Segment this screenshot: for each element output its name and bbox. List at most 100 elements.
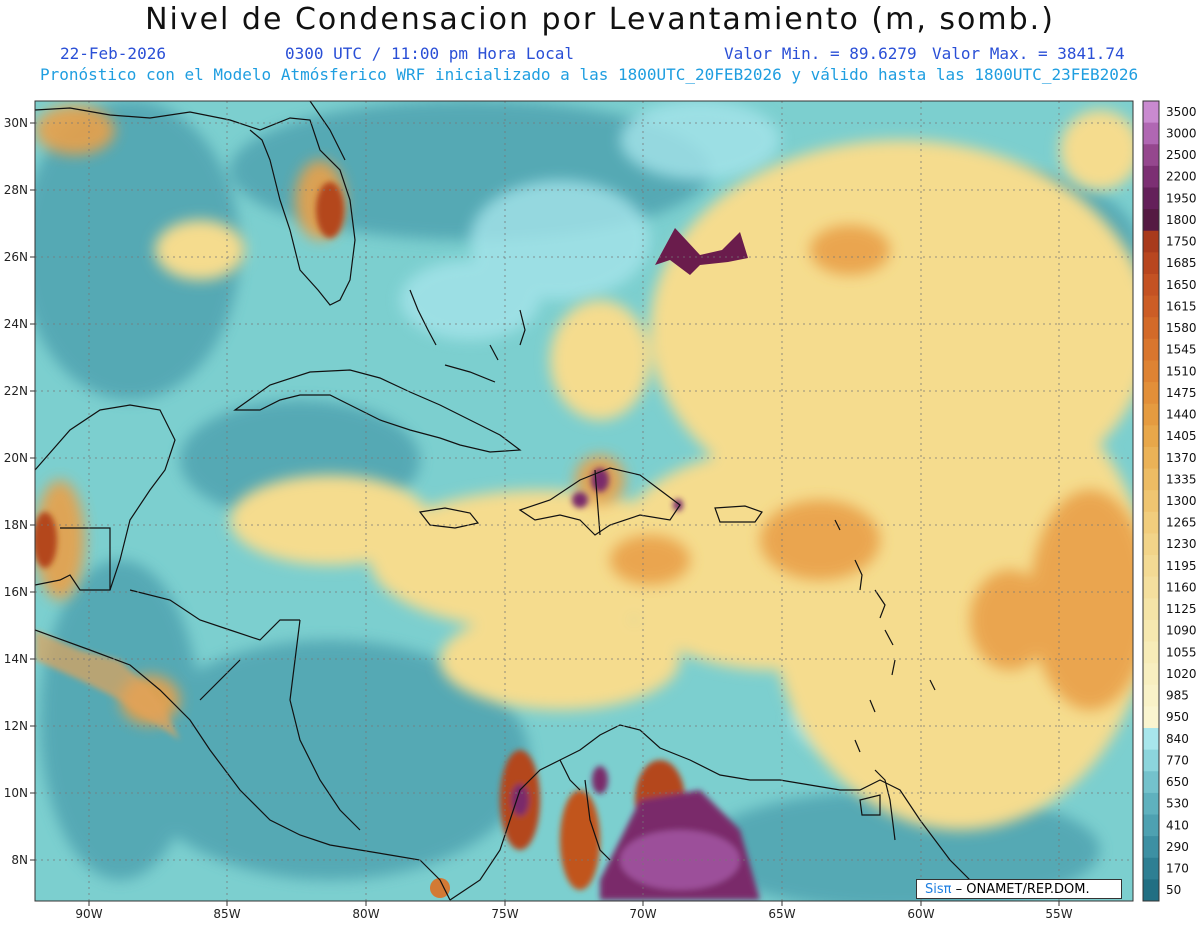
colorbar-label: 1405 xyxy=(1166,429,1197,443)
colorbar-label: 1265 xyxy=(1166,516,1197,530)
colorbar-label: 1160 xyxy=(1166,580,1197,594)
lat-tick-label: 12N xyxy=(4,719,28,733)
lat-tick-label: 16N xyxy=(4,585,28,599)
colorbar-swatch xyxy=(1143,555,1159,578)
colorbar-label: 1300 xyxy=(1166,494,1197,508)
colorbar-label: 1055 xyxy=(1166,645,1197,659)
colorbar-swatch xyxy=(1143,814,1159,837)
colorbar-swatch xyxy=(1143,295,1159,318)
colorbar-label: 2200 xyxy=(1166,170,1197,184)
lat-tick-label: 8N xyxy=(11,853,28,867)
colorbar-label: 650 xyxy=(1166,775,1189,789)
colorbar-swatch xyxy=(1143,165,1159,188)
colorbar-label: 1335 xyxy=(1166,472,1197,486)
colorbar-label: 3500 xyxy=(1166,105,1197,119)
colorbar-swatch xyxy=(1143,749,1159,772)
colorbar-swatch xyxy=(1143,792,1159,816)
lat-tick-label: 18N xyxy=(4,518,28,532)
colorbar-swatch xyxy=(1143,619,1159,643)
colorbar-label: 1020 xyxy=(1166,667,1197,681)
colorbar-label: 290 xyxy=(1166,840,1189,854)
colorbar: 3500 3000 2500 2200 1950 1800 1750 1685 1650 1615… xyxy=(1142,100,1197,902)
colorbar-swatch xyxy=(1143,468,1159,491)
colorbar-swatch xyxy=(1143,490,1159,513)
colorbar-label: 2500 xyxy=(1166,148,1197,162)
colorbar-label: 985 xyxy=(1166,689,1189,703)
colorbar-label: 1230 xyxy=(1166,537,1197,551)
colorbar-label: 950 xyxy=(1166,710,1189,724)
lat-axis: 30N 28N 26N 24N 22N 20N 18N 16N 14N 12N … xyxy=(4,116,35,867)
colorbar-swatch xyxy=(1143,728,1159,751)
lcl-maximum-cell xyxy=(655,228,748,275)
lat-tick-label: 10N xyxy=(4,786,28,800)
colorbar-swatch xyxy=(1143,879,1159,902)
colorbar-swatch xyxy=(1143,598,1159,621)
forecast-description: Pronóstico con el Modelo Atmósferico WRF… xyxy=(40,65,1139,84)
colorbar-label: 1950 xyxy=(1166,191,1197,205)
lcl-field xyxy=(35,101,1133,901)
lon-tick-label: 65W xyxy=(768,907,795,921)
colorbar-label: 1580 xyxy=(1166,321,1197,335)
lat-tick-label: 20N xyxy=(4,451,28,465)
colorbar-swatch xyxy=(1143,446,1159,470)
sispi-logo: Sisπ xyxy=(925,882,952,897)
colorbar-swatch xyxy=(1143,122,1159,145)
lat-tick-label: 30N xyxy=(4,116,28,130)
lat-tick-label: 14N xyxy=(4,652,28,666)
value-max: Valor Max. = 3841.74 xyxy=(932,44,1125,63)
colorbar-swatch xyxy=(1143,425,1159,448)
lon-tick-label: 70W xyxy=(629,907,656,921)
colorbar-swatch xyxy=(1143,836,1159,859)
colorbar-swatch xyxy=(1143,187,1159,210)
colorbar-swatch xyxy=(1143,252,1159,275)
lon-tick-label: 80W xyxy=(352,907,379,921)
colorbar-label: 3000 xyxy=(1166,126,1197,140)
colorbar-label: 1510 xyxy=(1166,364,1197,378)
lon-axis: 90W 85W 80W 75W 70W 65W 60W 55W xyxy=(75,901,1073,921)
value-min: Valor Min. = 89.6279 xyxy=(724,44,917,63)
colorbar-label: 1090 xyxy=(1166,624,1197,638)
colorbar-swatch xyxy=(1143,230,1159,253)
colorbar-label: 840 xyxy=(1166,732,1189,746)
colorbar-label: 410 xyxy=(1166,818,1189,832)
lon-tick-label: 55W xyxy=(1045,907,1072,921)
colorbar-frame xyxy=(1142,100,1160,902)
colorbar-swatch xyxy=(1143,706,1159,729)
colorbar-swatch xyxy=(1143,382,1159,405)
colorbar-label: 50 xyxy=(1166,883,1181,897)
colorbar-label: 530 xyxy=(1166,797,1189,811)
forecast-time: 0300 UTC / 11:00 pm Hora Local xyxy=(285,44,574,63)
colorbar-swatch xyxy=(1143,360,1159,383)
lon-tick-label: 75W xyxy=(491,907,518,921)
lon-tick-label: 60W xyxy=(907,907,934,921)
lon-tick-label: 90W xyxy=(75,907,102,921)
colorbar-swatch xyxy=(1143,663,1159,686)
colorbar-swatch xyxy=(1143,771,1159,794)
colorbar-swatch xyxy=(1143,641,1159,664)
colorbar-label: 1545 xyxy=(1166,343,1197,357)
colorbar-label: 1800 xyxy=(1166,213,1197,227)
colorbar-label: 1475 xyxy=(1166,386,1197,400)
forecast-date: 22-Feb-2026 xyxy=(60,44,166,63)
colorbar-swatch xyxy=(1143,209,1159,232)
credit-box: Sisπ – ONAMET/REP.DOM. xyxy=(916,879,1122,899)
credit-text: – ONAMET/REP.DOM. xyxy=(955,882,1090,897)
colorbar-label: 1750 xyxy=(1166,235,1197,249)
colorbar-label: 1370 xyxy=(1166,451,1197,465)
coastlines xyxy=(35,101,981,901)
colorbar-swatch xyxy=(1143,403,1159,426)
colorbar-label: 1615 xyxy=(1166,299,1197,313)
colorbar-label: 1685 xyxy=(1166,256,1197,270)
map-title: Nivel de Condensacion por Levantamiento … xyxy=(145,2,1055,37)
lon-tick-label: 85W xyxy=(213,907,240,921)
colorbar-swatch xyxy=(1143,317,1159,340)
colorbar-swatch xyxy=(1143,511,1159,534)
colorbar-label: 1125 xyxy=(1166,602,1197,616)
colorbar-swatch xyxy=(1143,101,1159,124)
colorbar-label: 1650 xyxy=(1166,278,1197,292)
lat-tick-label: 28N xyxy=(4,183,28,197)
graticule xyxy=(35,101,1133,901)
colorbar-swatch xyxy=(1143,576,1159,599)
colorbar-label: 170 xyxy=(1166,862,1189,876)
